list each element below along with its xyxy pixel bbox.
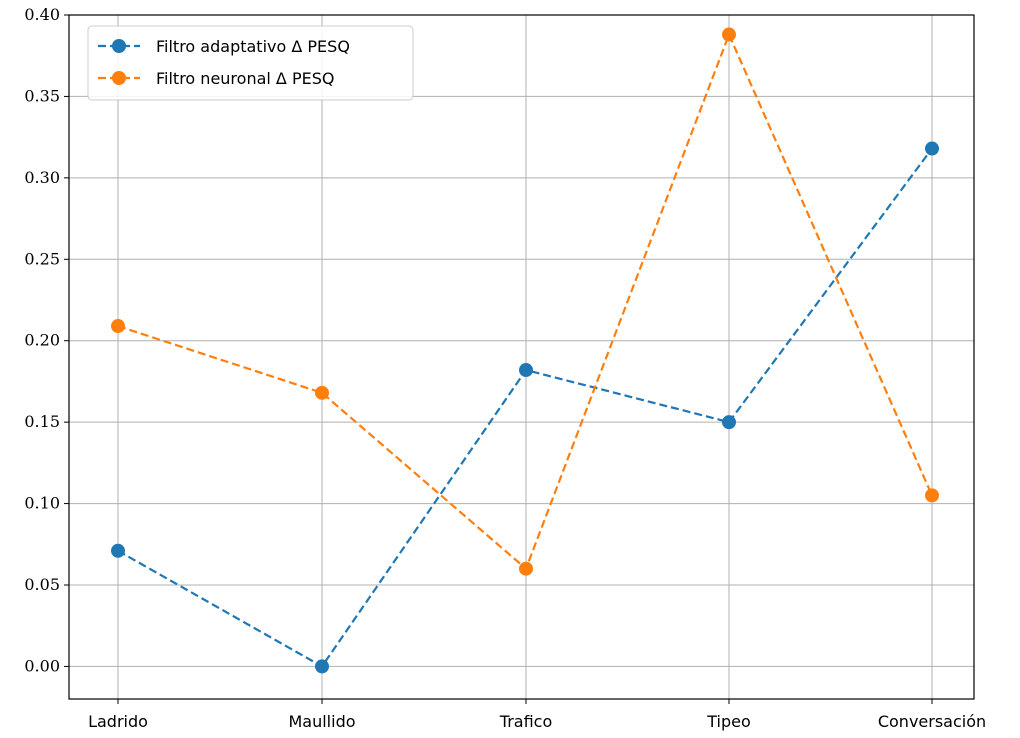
x-axis-ticks: Ladrido Maullido Trafico Tipeo Conversación [88,699,986,731]
x-tick-label: Maullido [288,712,355,731]
y-tick-label: 0.15 [24,412,60,431]
y-axis-ticks: 0.00 0.05 0.10 0.15 0.20 0.25 0.30 0.35 0.40 [24,5,69,675]
legend-label-2: Filtro neuronal Δ PESQ [156,69,334,88]
data-point-series-2 [111,319,125,334]
legend-box [87,25,414,101]
series-layer [111,27,939,674]
x-tick-label: Ladrido [88,712,148,731]
y-tick-label: 0.10 [24,494,60,513]
y-tick-label: 0.30 [24,168,60,187]
y-tick-label: 0.35 [24,86,60,105]
data-point-series-1 [315,659,329,674]
data-point-series-1 [722,415,736,430]
y-tick-label: 0.25 [24,249,60,268]
data-point-series-1 [111,543,125,558]
data-point-series-2 [519,561,533,576]
data-point-series-1 [519,363,533,378]
data-point-series-2 [315,385,329,400]
x-tick-label: Tipeo [706,712,751,731]
legend-label-1: Filtro adaptativo Δ PESQ [156,37,350,56]
data-point-series-2 [925,488,939,503]
y-tick-label: 0.20 [24,331,60,350]
x-tick-label: Conversación [878,712,986,731]
y-tick-label: 0.40 [24,5,60,24]
data-point-series-1 [925,141,939,156]
legend-marker-1 [112,39,126,53]
y-tick-label: 0.05 [24,575,60,594]
data-point-series-2 [722,27,736,42]
plot-frame [68,14,975,700]
y-tick-label: 0.00 [24,656,60,675]
grid-lines [69,14,974,699]
legend-marker-2 [112,71,126,85]
x-tick-label: Trafico [499,712,552,731]
legend: Filtro adaptativo Δ PESQ Filtro neuronal … [87,25,414,101]
